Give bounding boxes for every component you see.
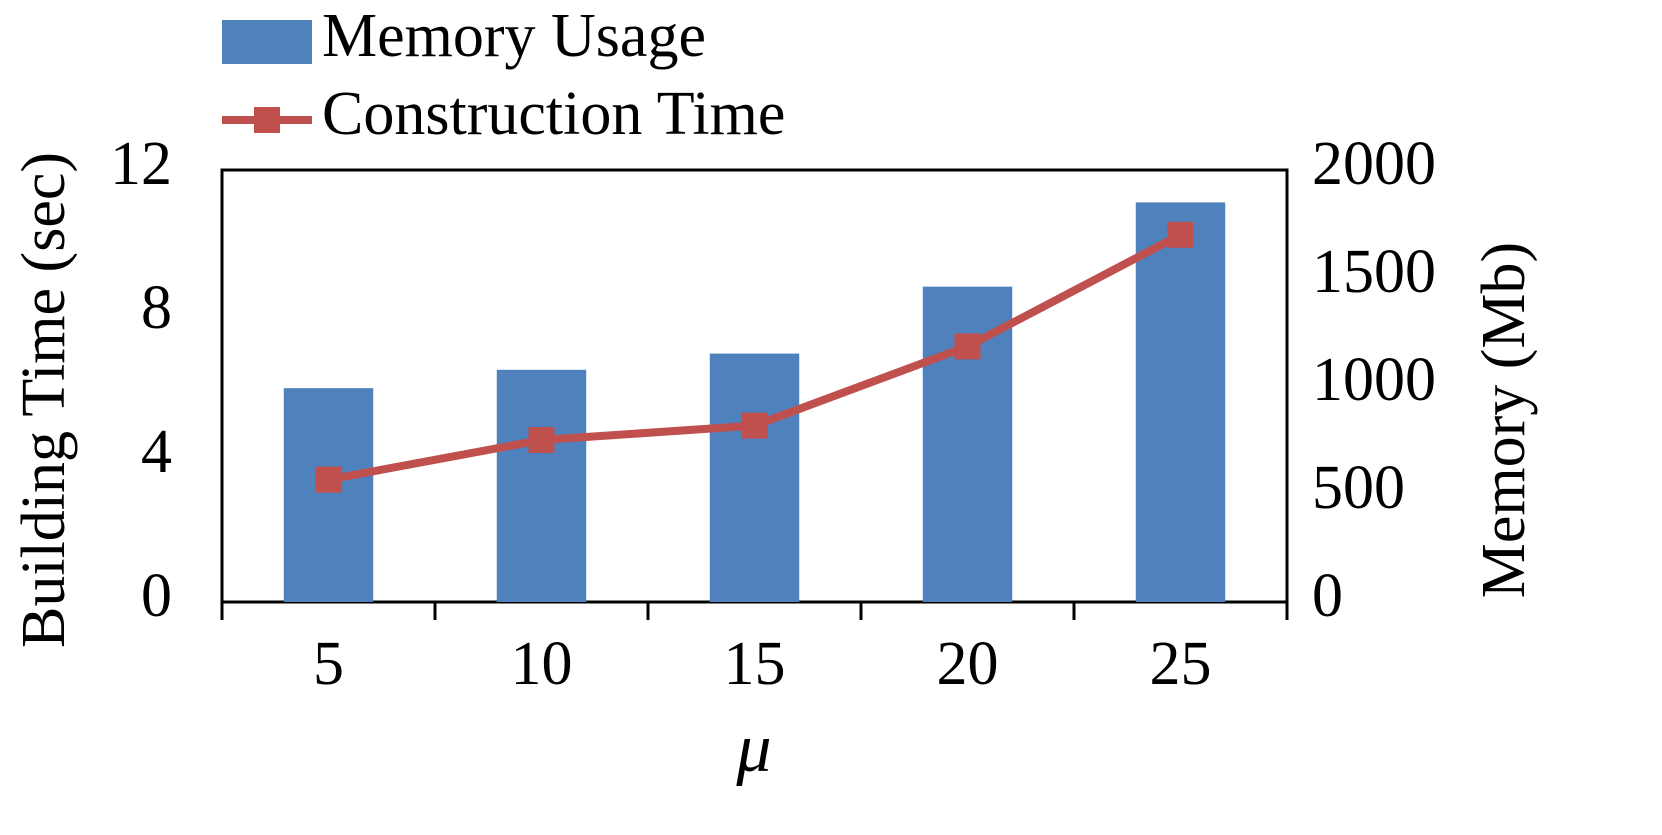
bar bbox=[709, 353, 800, 602]
bar bbox=[496, 369, 587, 602]
y-tick-label: 12 bbox=[110, 130, 172, 198]
marker bbox=[1167, 221, 1194, 248]
y-tick-label: 0 bbox=[141, 562, 172, 630]
marker bbox=[315, 466, 342, 493]
legend-label: Construction Time bbox=[322, 80, 785, 148]
y2-axis-title: Memory (Mb) bbox=[1470, 242, 1538, 598]
y-tick-label: 4 bbox=[141, 418, 172, 486]
y2-tick-label: 1500 bbox=[1312, 238, 1436, 306]
legend-swatch bbox=[222, 20, 312, 64]
x-tick-label: 5 bbox=[313, 630, 344, 698]
x-tick-label: 10 bbox=[511, 630, 573, 698]
legend-label: Memory Usage bbox=[322, 2, 706, 70]
y-axis-title: Building Time (sec) bbox=[10, 152, 78, 648]
y2-tick-label: 500 bbox=[1312, 454, 1405, 522]
y2-tick-label: 0 bbox=[1312, 562, 1343, 630]
x-tick-label: 15 bbox=[724, 630, 786, 698]
x-axis-title: μ bbox=[735, 710, 771, 787]
legend-marker bbox=[254, 107, 280, 133]
bar bbox=[283, 388, 374, 602]
marker bbox=[954, 333, 981, 360]
bar bbox=[1135, 202, 1226, 602]
x-tick-label: 20 bbox=[937, 630, 999, 698]
marker bbox=[528, 427, 555, 453]
x-tick-label: 25 bbox=[1150, 630, 1212, 698]
marker bbox=[741, 412, 768, 439]
y2-tick-label: 1000 bbox=[1312, 346, 1436, 414]
y-tick-label: 8 bbox=[141, 274, 172, 342]
y2-tick-label: 2000 bbox=[1312, 130, 1436, 198]
